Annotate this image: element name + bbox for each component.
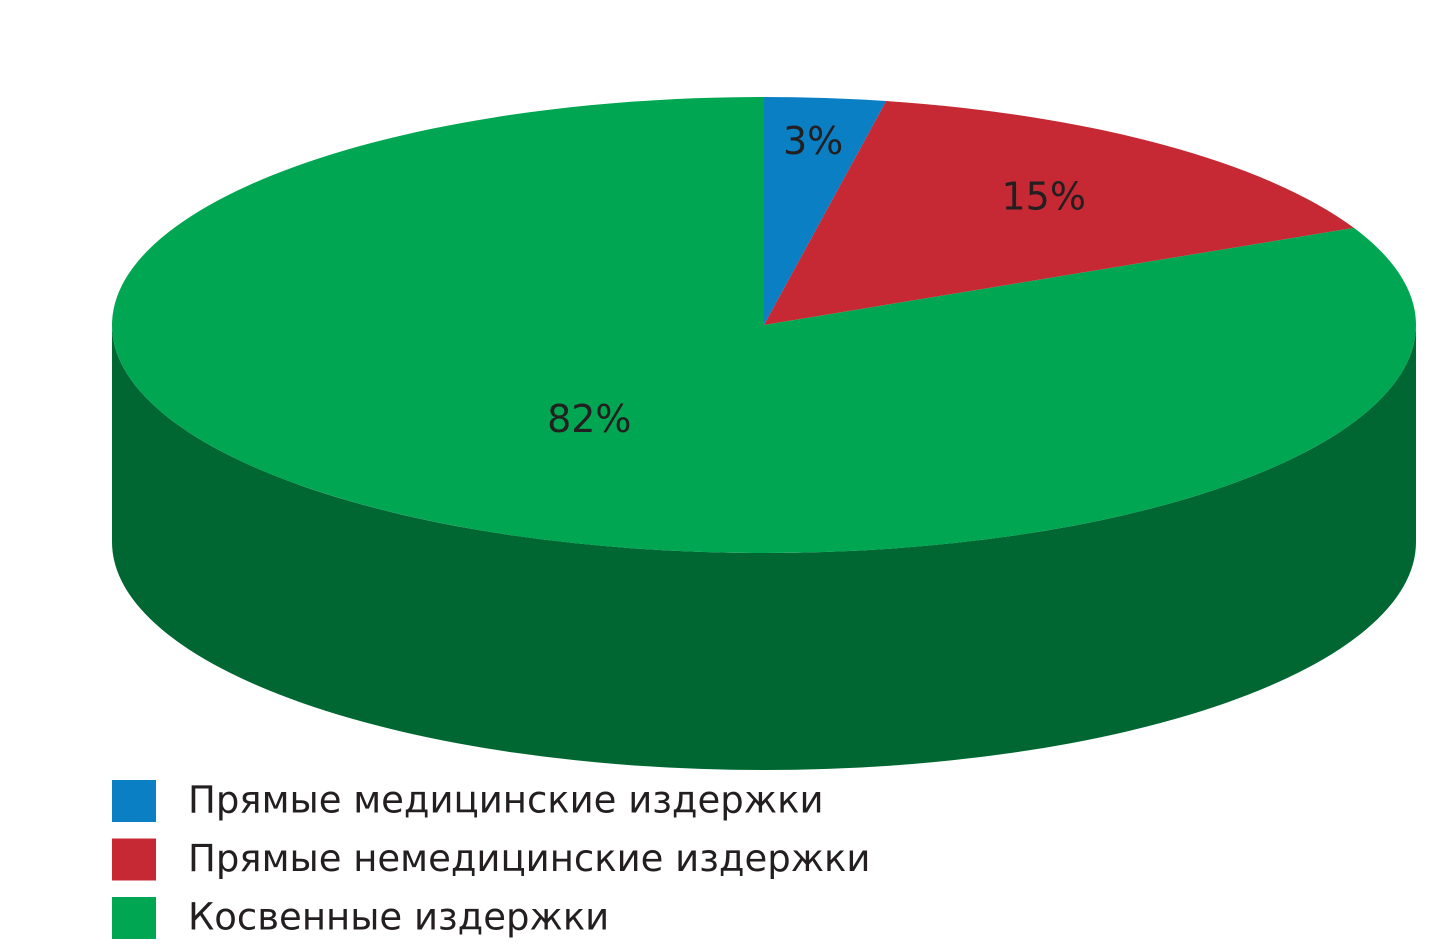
- value-label: 15%: [1001, 174, 1085, 218]
- legend-label: Прямые немедицинские издержки: [188, 837, 870, 880]
- legend-swatch: [112, 897, 156, 939]
- legend-swatch: [112, 780, 156, 822]
- legend-label: Косвенные издержки: [188, 896, 609, 939]
- legend-swatch: [112, 838, 156, 881]
- pie-slice: [112, 97, 1417, 553]
- value-label: 3%: [783, 119, 843, 163]
- pie-side: [112, 325, 1416, 770]
- pie-slice: [764, 101, 1354, 325]
- value-label: 82%: [547, 397, 631, 441]
- legend-label: Прямые медицинские издержки: [188, 779, 824, 822]
- pie-slice: [764, 97, 887, 325]
